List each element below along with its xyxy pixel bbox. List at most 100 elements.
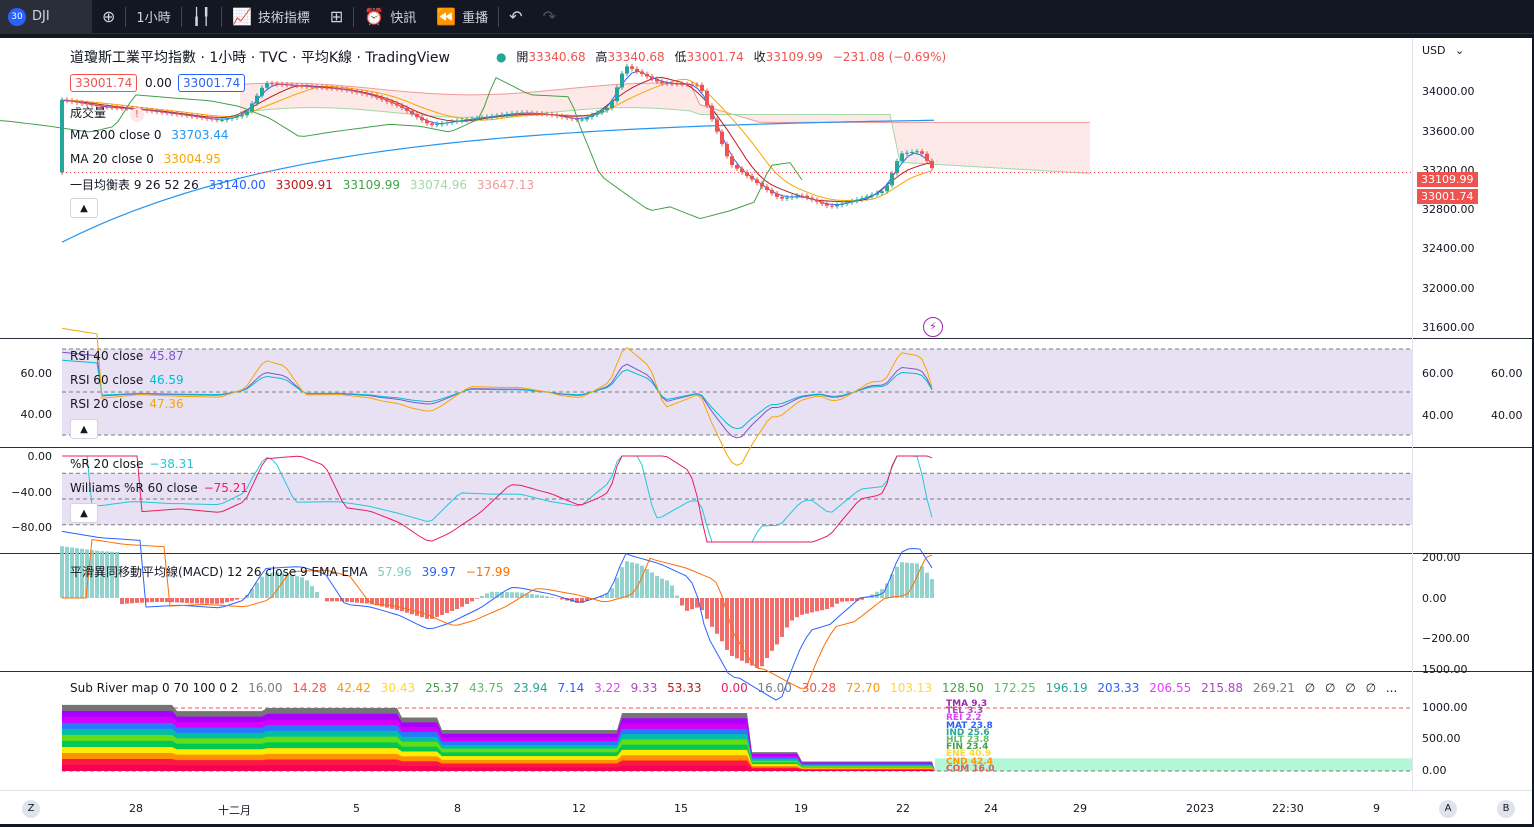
candle: [585, 117, 589, 120]
candle: [340, 88, 344, 90]
sell-button[interactable]: 33001.74: [70, 74, 138, 92]
chart-canvas[interactable]: [0, 38, 1532, 824]
candle: [245, 111, 249, 116]
candle: [460, 120, 464, 122]
auto-scale-button[interactable]: A: [1439, 800, 1457, 818]
collapse-legend-button[interactable]: ▲: [70, 198, 98, 218]
candle: [695, 84, 699, 86]
macd-hist-bar: [875, 591, 879, 598]
wr60-legend[interactable]: Williams %R 60 close −75.21: [70, 481, 254, 495]
candle: [480, 117, 484, 119]
candle: [800, 195, 804, 197]
replay-button[interactable]: ⏪ 重播: [426, 0, 498, 33]
macd-hist-bar: [425, 598, 429, 619]
candle: [410, 110, 414, 115]
river-value: ∅: [1304, 681, 1316, 695]
candle: [70, 100, 74, 102]
divider: [125, 6, 127, 27]
macd-hist-bar: [165, 598, 169, 603]
macd-hist-bar: [395, 598, 399, 610]
candle: [465, 119, 469, 121]
undo-button[interactable]: ↶: [499, 0, 532, 33]
rsi-tick: 40.00: [1422, 409, 1454, 422]
buy-button[interactable]: 33001.74: [178, 74, 246, 92]
macd-hist-bar: [345, 598, 349, 602]
candle: [330, 87, 334, 89]
candle: [85, 103, 89, 105]
chart-type-button[interactable]: ╽╿: [182, 0, 221, 33]
rsi20-legend[interactable]: RSI 20 close 47.36: [70, 397, 190, 411]
compare-button[interactable]: ⊕: [92, 0, 125, 33]
wr-tick: 0.00: [27, 450, 53, 463]
macd-hist-bar: [495, 591, 499, 598]
collapse-rsi-button[interactable]: ▲: [70, 419, 98, 439]
river-value: 7.14: [557, 681, 585, 695]
macd-hist-bar: [125, 598, 129, 604]
macd-hist-bar: [330, 598, 334, 602]
ma20-legend[interactable]: MA 20 close 0 33004.95: [70, 152, 227, 166]
log-scale-button[interactable]: B: [1497, 800, 1515, 818]
ichimoku-cloud: [240, 83, 1090, 174]
lightning-icon[interactable]: ⚡: [923, 317, 943, 337]
candle: [520, 112, 524, 114]
candle: [820, 201, 824, 204]
macd-hist-bar: [670, 585, 674, 598]
macd-hist-bar: [720, 598, 724, 642]
warning-icon[interactable]: !: [129, 108, 144, 122]
river-tag: REI 2.2: [946, 713, 982, 724]
candle: [470, 118, 474, 120]
macd-hist-bar: [690, 598, 694, 610]
layouts-button[interactable]: ⊞: [320, 0, 353, 33]
collapse-wr-button[interactable]: ▲: [70, 503, 98, 523]
macd-hist-bar: [300, 577, 304, 598]
river-label: Sub River map 0 70 100 0 2: [70, 681, 239, 695]
candle: [760, 183, 764, 187]
rsi60-legend[interactable]: RSI 60 close 46.59: [70, 373, 190, 387]
river-legend[interactable]: Sub River map 0 70 100 0 2 16.00 14.28 4…: [70, 681, 708, 695]
ma200-legend[interactable]: MA 200 close 0 33703.44: [70, 128, 235, 142]
indicators-button[interactable]: 📈 技術指標: [222, 0, 320, 33]
macd-hist-bar: [765, 598, 769, 659]
river-value: 14.28: [292, 681, 327, 695]
candle: [885, 185, 889, 192]
river-value: ∅: [1325, 681, 1336, 695]
open-label: 開: [516, 50, 529, 64]
candle: [550, 114, 554, 116]
candle: [75, 101, 79, 103]
symbol-search-button[interactable]: 30 DJI: [0, 0, 92, 33]
macd-hist-bar: [190, 598, 194, 604]
candle: [310, 86, 314, 88]
river-value: 42.42: [336, 681, 371, 695]
interval-button[interactable]: 1小時: [126, 0, 180, 33]
macd-hist-bar: [815, 598, 819, 612]
currency-selector[interactable]: USD ⌄: [1422, 44, 1470, 57]
pane-divider: [0, 338, 1532, 339]
candle: [495, 115, 499, 117]
candle: [705, 90, 709, 106]
candle: [735, 165, 739, 169]
redo-button[interactable]: ↷: [533, 0, 566, 33]
candle: [595, 112, 599, 115]
ichimoku-label: 一目均衡表 9 26 52 26: [70, 178, 199, 192]
macd-hist-bar: [710, 598, 714, 627]
candle: [575, 118, 579, 120]
ichimoku-legend[interactable]: 一目均衡表 9 26 52 26 33140.00 33009.91 33109…: [70, 176, 540, 193]
interval-label: 1小時: [136, 11, 171, 26]
redo-icon: ↷: [542, 7, 556, 26]
candle: [230, 117, 234, 119]
candle: [795, 195, 799, 197]
candle: [700, 84, 704, 91]
candle: [725, 143, 729, 157]
alert-button[interactable]: ⏰ 快訊: [354, 0, 426, 33]
timezone-button[interactable]: Z: [22, 800, 40, 818]
chart-area[interactable]: 道瓊斯工業平均指數 · 1小時 · TVC · 平均K線 · TradingVi…: [0, 38, 1532, 824]
candle: [240, 115, 244, 117]
macd-hist-bar: [170, 598, 174, 603]
candle: [210, 118, 214, 120]
candle: [260, 87, 264, 96]
rsi40-legend[interactable]: RSI 40 close 45.87: [70, 349, 190, 363]
candle: [690, 84, 694, 86]
candle: [335, 88, 339, 90]
macd-legend[interactable]: 平滑異同移動平均線(MACD) 12 26 close 9 EMA EMA 57…: [70, 563, 516, 580]
wr20-legend[interactable]: %R 20 close −38.31: [70, 457, 200, 471]
